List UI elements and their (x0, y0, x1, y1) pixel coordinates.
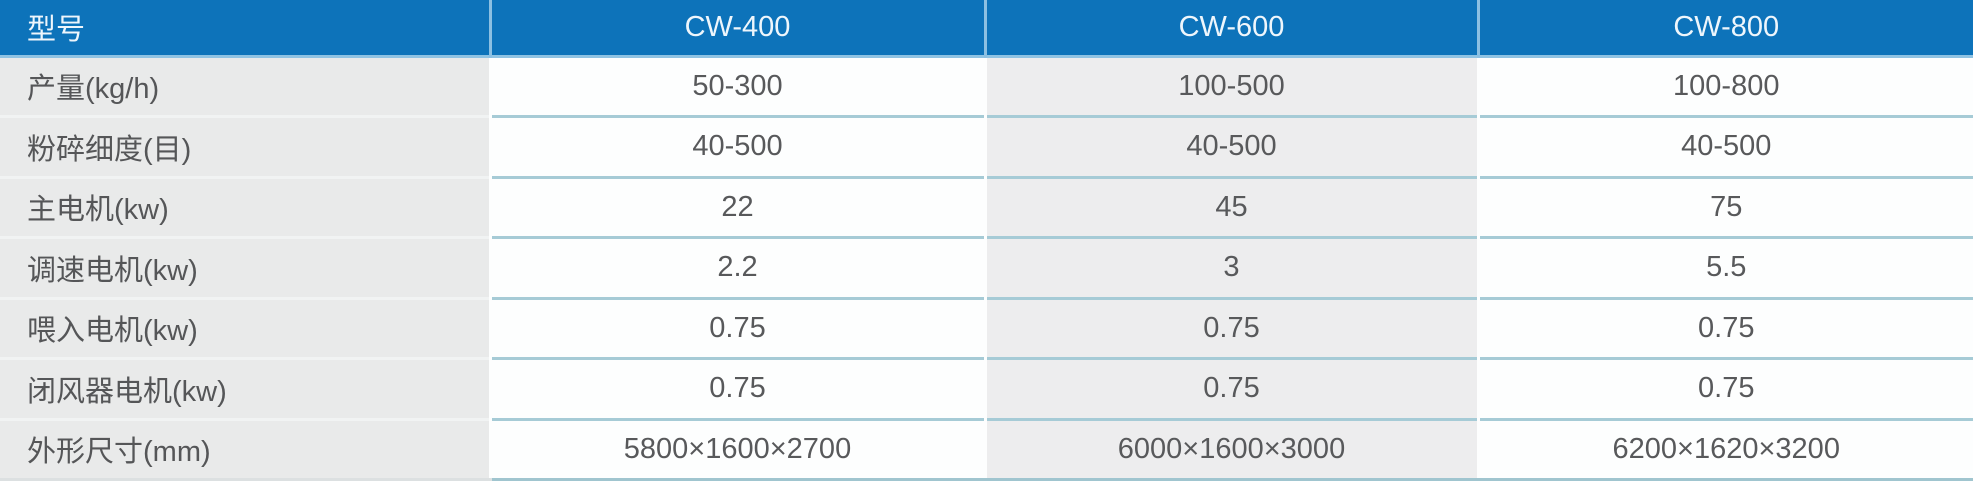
value-airlock-motor-cw800: 0.75 (1476, 357, 1973, 419)
table-row-main-motor: 主电机(kw) 22 45 75 (0, 175, 1973, 238)
table-row-speed-motor: 调速电机(kw) 2.2 3 5.5 (0, 236, 1973, 298)
value-airlock-motor-cw600: 0.75 (983, 357, 1478, 419)
value-feed-motor-cw600: 0.75 (983, 296, 1478, 359)
row-label-feed-motor: 喂入电机(kw) (0, 296, 490, 359)
row-label-fineness: 粉碎细度(目) (0, 115, 490, 177)
value-dimensions-cw800: 6200×1620×3200 (1476, 417, 1973, 481)
value-feed-motor-cw800: 0.75 (1476, 296, 1973, 359)
value-dimensions-cw400: 5800×1600×2700 (488, 417, 985, 481)
value-fineness-cw800: 40-500 (1476, 115, 1973, 177)
value-output-cw400: 50-300 (488, 54, 985, 117)
table-row-feed-motor: 喂入电机(kw) 0.75 0.75 0.75 (0, 296, 1973, 359)
value-main-motor-cw400: 22 (488, 175, 985, 238)
table-row-airlock-motor: 闭风器电机(kw) 0.75 0.75 0.75 (0, 357, 1973, 419)
value-dimensions-cw600: 6000×1600×3000 (983, 417, 1478, 481)
row-label-airlock-motor: 闭风器电机(kw) (0, 357, 490, 419)
value-output-cw600: 100-500 (983, 54, 1478, 117)
value-airlock-motor-cw400: 0.75 (488, 357, 985, 419)
table-row-fineness: 粉碎细度(目) 40-500 40-500 40-500 (0, 115, 1973, 177)
value-output-cw800: 100-800 (1476, 54, 1973, 117)
value-speed-motor-cw400: 2.2 (488, 236, 985, 298)
header-row: 型号 CW-400 CW-600 CW-800 (0, 0, 1973, 56)
row-label-output: 产量(kg/h) (0, 54, 490, 117)
value-main-motor-cw800: 75 (1476, 175, 1973, 238)
row-label-main-motor: 主电机(kw) (0, 175, 490, 238)
header-model-label: 型号 (0, 0, 490, 56)
row-label-dimensions: 外形尺寸(mm) (0, 417, 490, 481)
value-fineness-cw400: 40-500 (488, 115, 985, 177)
row-label-speed-motor: 调速电机(kw) (0, 236, 490, 298)
table-row-dimensions: 外形尺寸(mm) 5800×1600×2700 6000×1600×3000 6… (0, 417, 1973, 481)
value-speed-motor-cw600: 3 (983, 236, 1478, 298)
value-main-motor-cw600: 45 (983, 175, 1478, 238)
table-row-output: 产量(kg/h) 50-300 100-500 100-800 (0, 54, 1973, 117)
header-model-cw400: CW-400 (488, 0, 985, 56)
value-fineness-cw600: 40-500 (983, 115, 1478, 177)
value-feed-motor-cw400: 0.75 (488, 296, 985, 359)
value-speed-motor-cw800: 5.5 (1476, 236, 1973, 298)
header-model-cw600: CW-600 (983, 0, 1478, 56)
header-model-cw800: CW-800 (1476, 0, 1973, 56)
